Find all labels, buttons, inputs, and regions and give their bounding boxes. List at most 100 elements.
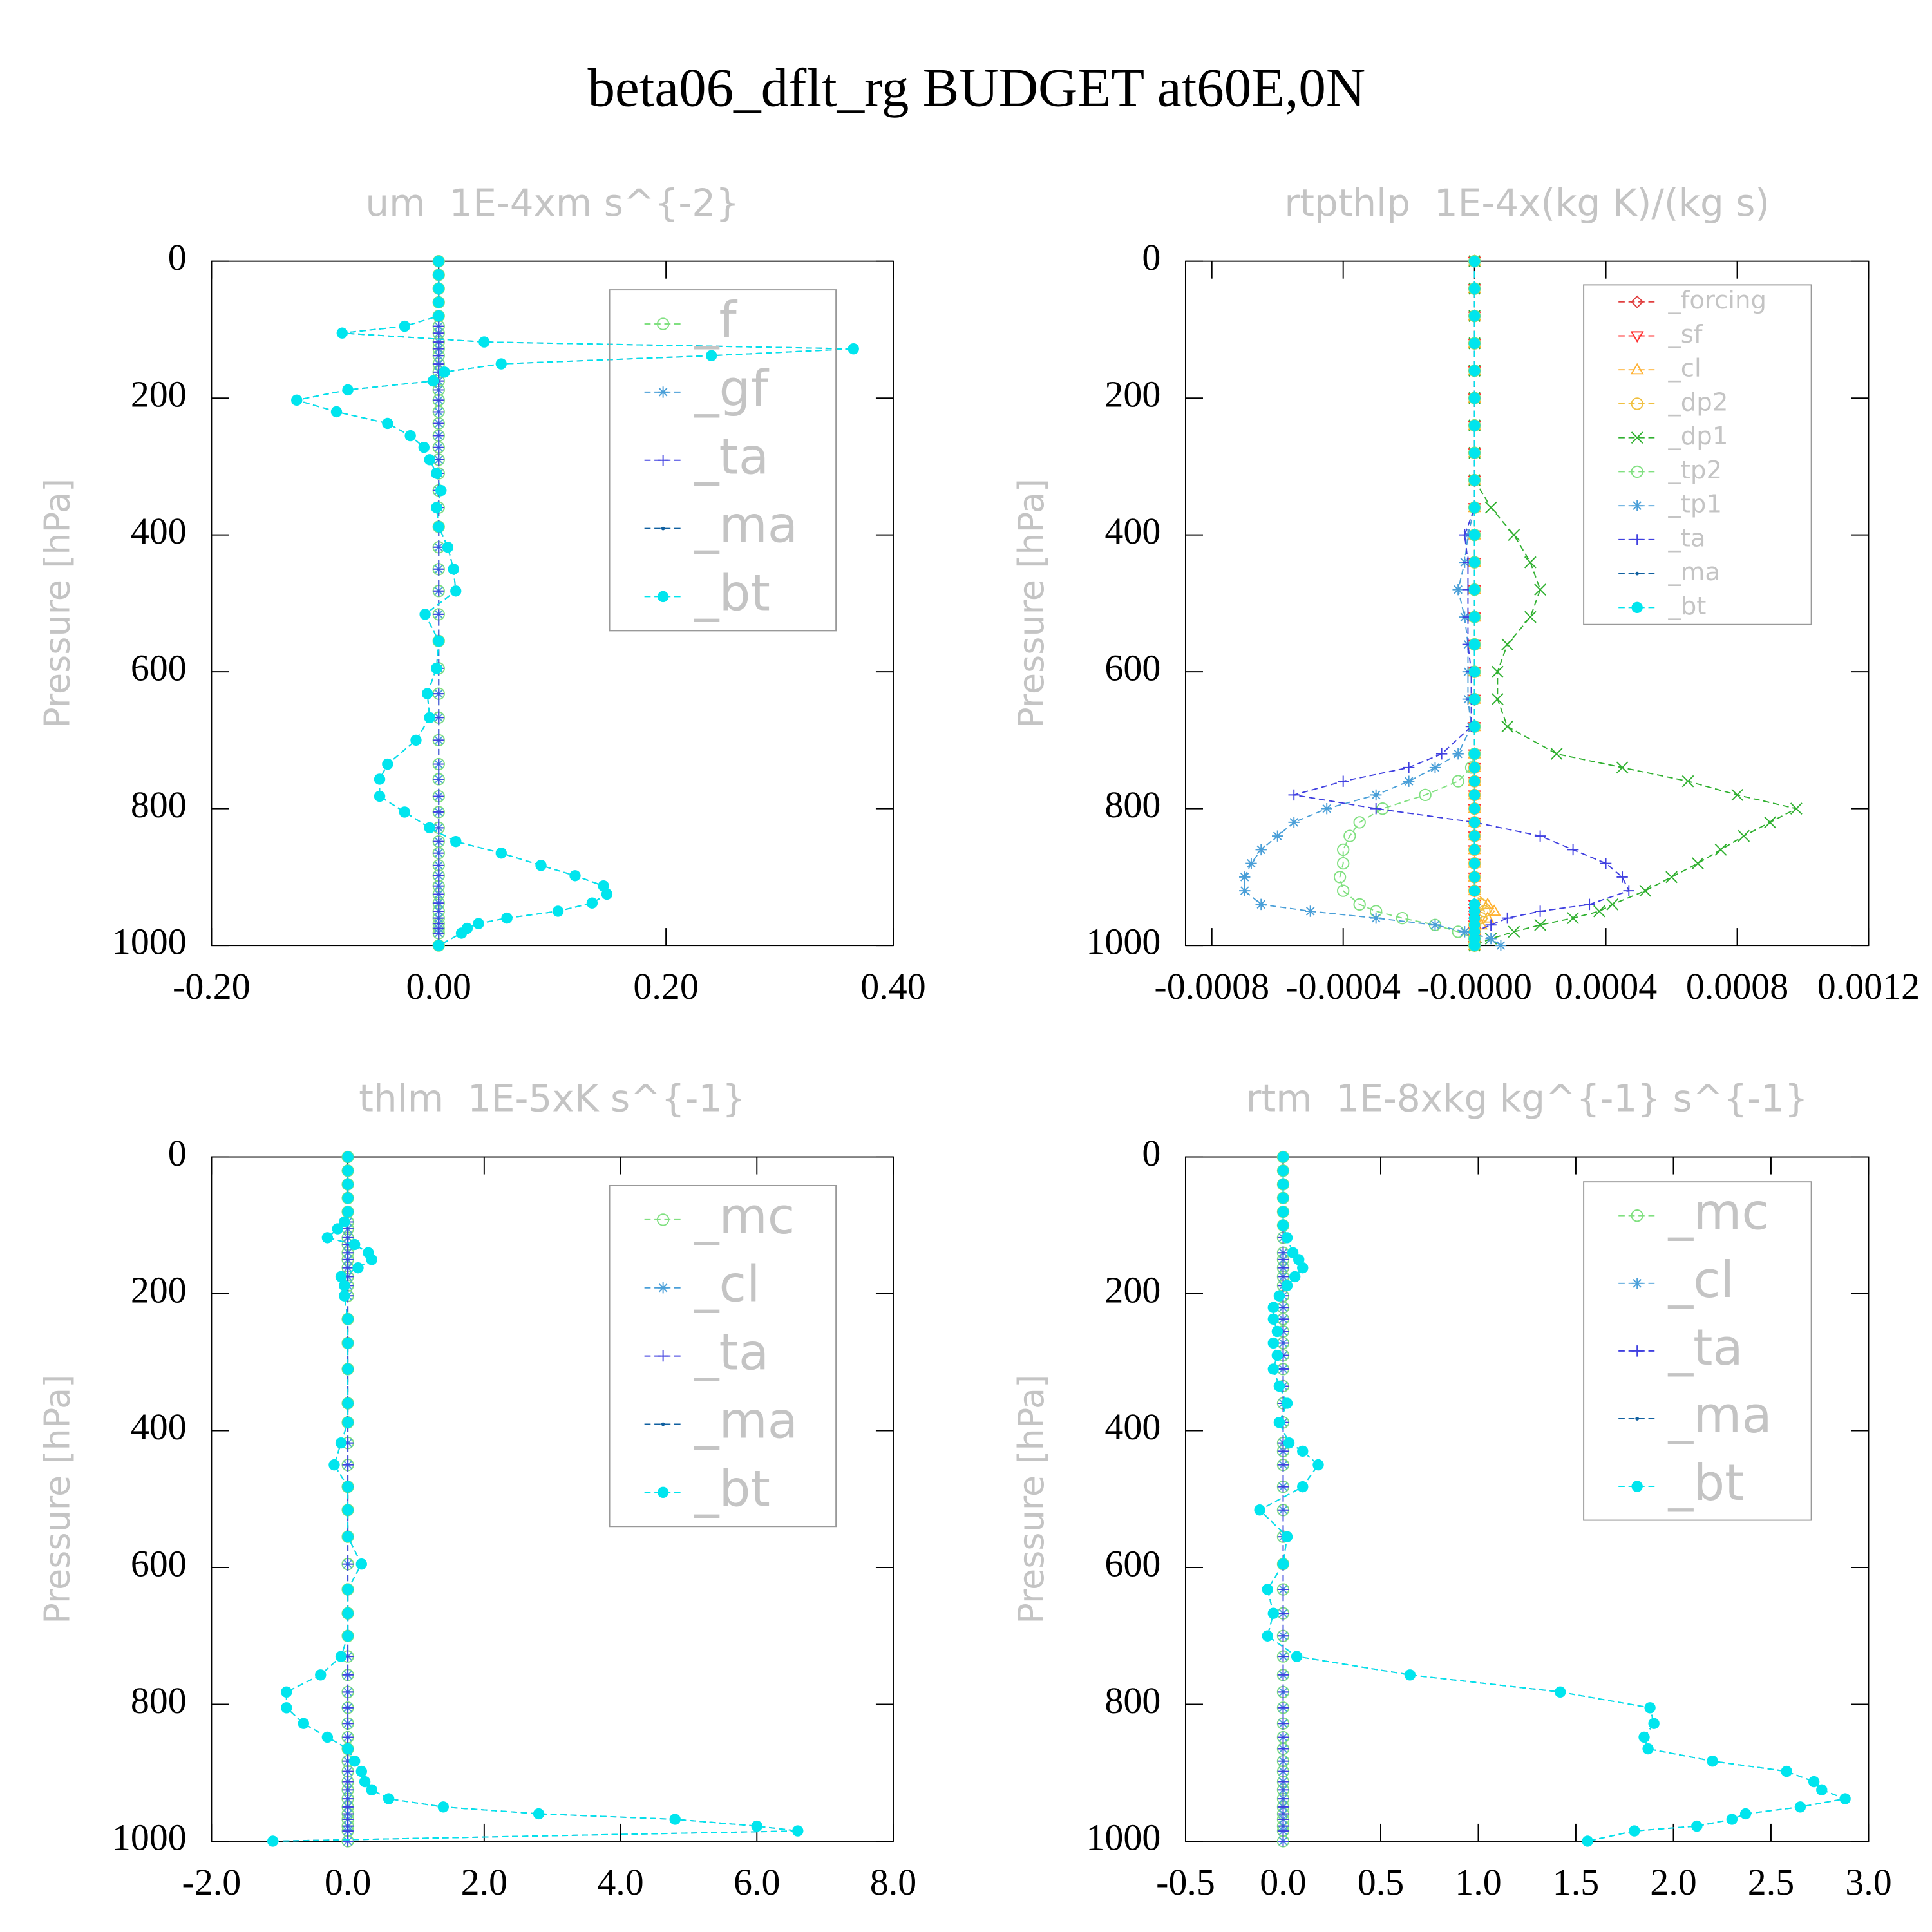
marker	[1468, 666, 1481, 677]
marker	[1321, 802, 1332, 815]
legend-label: _bt	[1667, 592, 1706, 621]
marker	[450, 585, 462, 597]
marker	[1277, 1630, 1289, 1642]
marker	[332, 1223, 343, 1235]
marker	[657, 455, 669, 466]
marker	[342, 1397, 354, 1409]
marker	[342, 1417, 354, 1428]
marker	[1468, 529, 1481, 541]
marker	[1468, 789, 1481, 801]
marker	[552, 905, 564, 917]
legend-label: _sf	[1667, 320, 1703, 349]
y-tick-label: 0	[1142, 236, 1160, 278]
marker	[1305, 905, 1316, 917]
marker	[1468, 721, 1481, 732]
x-tick-label: 0.00	[406, 965, 471, 1007]
marker	[433, 758, 444, 770]
marker	[751, 1820, 762, 1832]
marker	[1468, 283, 1481, 294]
x-tick-label: 2.0	[461, 1861, 507, 1903]
x-tick-label: 2.0	[1650, 1861, 1696, 1903]
marker	[478, 336, 490, 348]
marker	[1739, 1808, 1752, 1820]
marker	[1271, 1349, 1283, 1361]
marker	[1272, 830, 1283, 842]
marker	[1468, 638, 1481, 650]
marker	[433, 860, 444, 871]
marker	[1534, 918, 1546, 931]
y-tick-label: 600	[131, 647, 187, 688]
marker	[1468, 817, 1481, 828]
marker	[1631, 1278, 1643, 1289]
marker	[1277, 1481, 1289, 1493]
marker	[1631, 1481, 1643, 1492]
marker	[433, 430, 444, 442]
marker	[433, 310, 444, 322]
marker	[342, 1607, 354, 1619]
marker	[315, 1669, 327, 1681]
marker	[1337, 775, 1349, 787]
marker	[1239, 871, 1251, 883]
marker	[1468, 611, 1481, 623]
marker	[1267, 1363, 1279, 1375]
marker	[1277, 1459, 1289, 1471]
marker	[1273, 1290, 1285, 1302]
y-tick-label: 800	[131, 784, 187, 826]
y-axis-label: Pressure [hPa]	[1011, 478, 1052, 728]
marker	[1277, 1363, 1289, 1375]
legend-box	[1583, 1181, 1812, 1521]
y-tick-label: 1000	[1086, 1816, 1160, 1858]
marker	[848, 343, 859, 355]
x-tick-label: 6.0	[734, 1861, 780, 1903]
marker	[342, 1669, 354, 1681]
marker	[1255, 898, 1267, 911]
marker	[1281, 1232, 1293, 1244]
marker	[383, 1793, 395, 1804]
marker	[399, 806, 411, 818]
marker	[1273, 1417, 1285, 1428]
y-tick-label: 400	[131, 510, 187, 552]
plot-frame	[1184, 260, 1870, 947]
marker	[1481, 897, 1495, 909]
marker	[1534, 583, 1546, 596]
marker	[1277, 1337, 1289, 1349]
x-tick-label: 8.0	[870, 1861, 916, 1903]
legend-label: _gf	[694, 360, 770, 418]
marker	[433, 384, 444, 396]
marker	[1277, 1302, 1289, 1313]
marker	[450, 835, 462, 848]
x-tick-label: 2.5	[1748, 1861, 1794, 1903]
marker	[1277, 1835, 1289, 1847]
marker	[1277, 1607, 1289, 1619]
marker	[792, 1825, 804, 1837]
y-tick-label: 1000	[112, 1816, 187, 1858]
marker	[404, 430, 416, 442]
marker	[1567, 844, 1579, 856]
marker	[433, 406, 444, 418]
marker	[1297, 1262, 1309, 1274]
marker	[1468, 748, 1481, 760]
y-axis-label: Pressure [hPa]	[37, 478, 77, 728]
marker	[1468, 844, 1481, 856]
marker	[433, 848, 444, 859]
marker	[433, 521, 444, 533]
panel-title: rtm 1E-8xkg kg^{-1} s^{-1}	[1246, 1077, 1808, 1121]
marker	[1534, 830, 1546, 842]
marker	[1468, 447, 1481, 459]
marker	[1629, 1825, 1640, 1837]
y-tick-label: 800	[131, 1680, 187, 1721]
marker	[437, 1801, 450, 1813]
marker	[1484, 501, 1497, 514]
marker	[656, 317, 670, 330]
marker	[1631, 465, 1643, 478]
marker	[359, 1776, 371, 1788]
marker	[1631, 1345, 1643, 1357]
marker	[433, 255, 444, 267]
marker	[342, 1825, 354, 1837]
marker	[442, 542, 454, 553]
marker	[366, 1784, 377, 1795]
marker	[1468, 365, 1481, 377]
marker	[342, 1165, 354, 1177]
marker	[1277, 1206, 1289, 1218]
marker	[433, 564, 444, 575]
